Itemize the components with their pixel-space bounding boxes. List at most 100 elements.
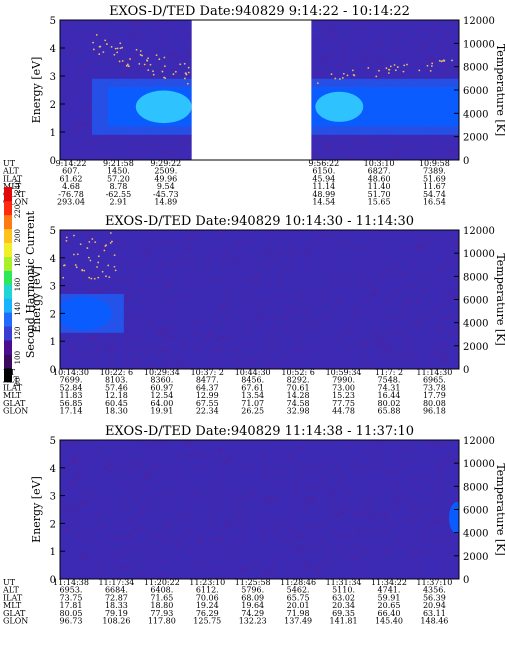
table-row-label: GLON: [3, 617, 28, 626]
table-cell: 70.61: [287, 383, 310, 392]
table-cell: 48.60: [368, 174, 391, 183]
table-cell: 74.29: [241, 609, 264, 618]
table-cell: 20.94: [423, 601, 446, 610]
table-cell: 26.25: [241, 407, 264, 416]
colorbar-cell: [4, 354, 12, 369]
panel-1: EXOS-D/TED Date:940829 9:14:22 - 10:14:2…: [2, 4, 505, 207]
y2tick-label: 4000: [463, 319, 488, 330]
table-cell: 11:37:10: [416, 578, 452, 587]
table-cell: 15.23: [332, 391, 355, 400]
data-gap: [191, 19, 312, 161]
table-cell: 45.94: [312, 174, 335, 183]
table-cell: 54.74: [423, 190, 446, 199]
table-cell: 11.14: [312, 182, 335, 191]
y2tick-label: 12000: [463, 436, 495, 447]
y2tick-label: 10000: [463, 249, 495, 260]
table-row-label: UT: [3, 159, 16, 168]
table-cell: 108.26: [102, 617, 130, 626]
table-cell: 10:3:10: [364, 159, 395, 168]
table-row-label: MLT: [3, 182, 22, 191]
table-cell: 7389.: [423, 167, 446, 176]
ytick-label: 1: [50, 337, 56, 348]
table-cell: 63.11: [423, 609, 446, 618]
y2-axis-label: Temperature [K]: [494, 463, 505, 555]
table-cell: 11.40: [368, 182, 391, 191]
energy-band: [60, 293, 124, 333]
colorbar-cell: [4, 326, 12, 341]
table-cell: 5110.: [332, 586, 355, 595]
y2tick-label: 2000: [463, 133, 488, 144]
colorbar-cell: [4, 368, 12, 383]
table-cell: 57.46: [105, 383, 128, 392]
ytick-label: 4: [50, 44, 56, 55]
table-cell: 11:7: 2: [375, 368, 403, 377]
table-cell: 8456.: [241, 376, 264, 385]
y2tick-label: 10000: [463, 39, 495, 50]
colorbar-tick-label: 180: [14, 253, 22, 266]
ytick-label: 5: [50, 436, 56, 447]
table-cell: 10:59:34: [326, 368, 362, 377]
colorbar-tick-label: 200: [14, 229, 22, 242]
y2tick-label: 12000: [463, 226, 495, 237]
colorbar-cell: [4, 214, 12, 230]
table-cell: 11:17:34: [98, 578, 134, 587]
y-axis-label: Energy [eV]: [30, 266, 43, 333]
y2tick-label: 2000: [463, 552, 488, 563]
ytick-label: 1: [50, 128, 56, 139]
table-cell: 14.54: [312, 198, 335, 207]
table-cell: 74.58: [287, 399, 310, 408]
table-cell: 12.18: [105, 391, 128, 400]
table-cell: 73.75: [60, 593, 83, 602]
ytick-label: 3: [50, 492, 56, 503]
table-cell: 77.75: [332, 399, 355, 408]
table-cell: 73.00: [332, 383, 355, 392]
table-cell: 49.96: [154, 174, 177, 183]
energy-band: [91, 78, 459, 135]
ytick-label: 5: [50, 16, 56, 27]
chart-title: EXOS-D/TED Date:940829 9:14:22 - 10:14:2…: [109, 4, 410, 19]
table-cell: 14.89: [154, 198, 177, 207]
y2tick-label: 2000: [463, 342, 488, 353]
colorbar-cell: [4, 187, 12, 202]
table-cell: 22.34: [196, 407, 219, 416]
table-cell: 96.73: [60, 617, 83, 626]
table-row-label: MLT: [3, 601, 22, 610]
plot-background: [60, 440, 459, 579]
table-cell: 16.44: [378, 391, 401, 400]
colorbar-cell: [4, 298, 12, 313]
ytick-label: 4: [50, 464, 56, 475]
table-cell: 2.91: [109, 198, 127, 207]
ytick-label: 2: [50, 309, 56, 320]
colorbar-tick-label: 120: [14, 327, 22, 340]
table-cell: 8360.: [150, 376, 173, 385]
table-cell: 8292.: [287, 376, 310, 385]
table-cell: 8103.: [105, 376, 128, 385]
colorbar-cell: [4, 312, 12, 327]
table-cell: 18.80: [150, 601, 173, 610]
y2tick-label: 4000: [463, 529, 488, 540]
table-cell: 69.35: [332, 609, 355, 618]
colorbar-tick-label: 140: [14, 302, 22, 315]
y2tick-label: 8000: [463, 272, 488, 283]
y2tick-label: 0: [463, 575, 469, 586]
table-cell: 65.75: [287, 593, 310, 602]
y-axis-label: Energy [eV]: [30, 476, 43, 543]
table-cell: 13.54: [241, 391, 264, 400]
table-cell: 20.65: [378, 601, 401, 610]
table-cell: 7699.: [60, 376, 83, 385]
table-cell: 71.98: [287, 609, 310, 618]
table-cell: 11:14:38: [53, 578, 89, 587]
colorbar-tick-label: 240: [14, 180, 22, 193]
chart-title: EXOS-D/TED Date:940829 11:14:38 - 11:37:…: [105, 424, 414, 439]
table-cell: 137.49: [284, 617, 312, 626]
table-cell: 20.01: [287, 601, 310, 610]
table-cell: 6965.: [423, 376, 446, 385]
table-row-label: GLAT: [3, 609, 26, 618]
colorbar-tick-label: 160: [14, 278, 22, 291]
table-cell: 10:44:30: [235, 368, 271, 377]
table-cell: 10:22: 6: [100, 368, 133, 377]
ytick-label: 3: [50, 282, 56, 293]
table-row-label: MLT: [3, 391, 22, 400]
